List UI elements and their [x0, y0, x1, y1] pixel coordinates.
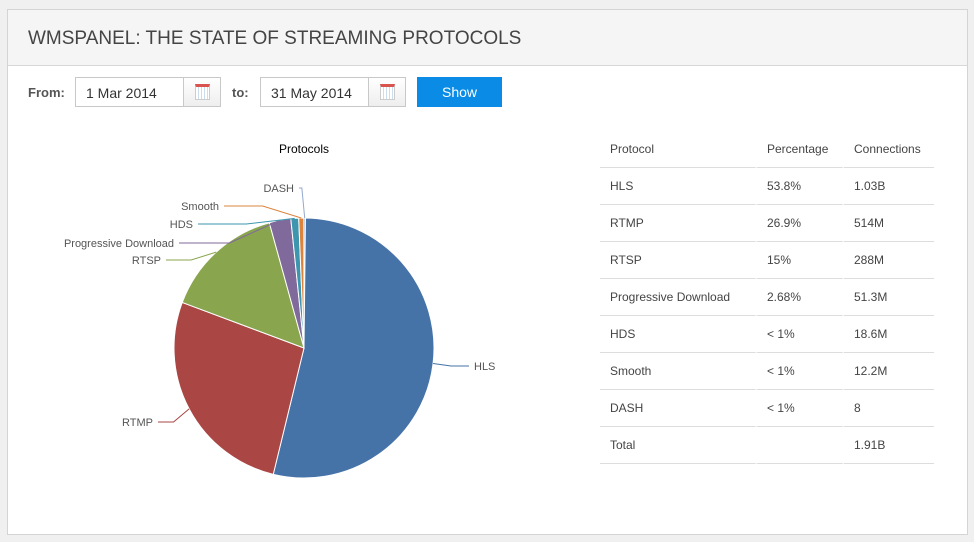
- table-cell: Total: [600, 427, 757, 464]
- table-cell: 288M: [844, 242, 934, 279]
- panel: WMSPANEL: THE STATE OF STREAMING PROTOCO…: [7, 9, 968, 535]
- table-cell: HDS: [600, 316, 757, 353]
- table-cell: < 1%: [757, 316, 844, 353]
- table-row: Protocol Percentage Connections: [600, 131, 934, 168]
- table-cell: 8: [844, 390, 934, 427]
- table-cell: 2.68%: [757, 279, 844, 316]
- slice-label: HLS: [474, 361, 495, 373]
- table-cell: 51.3M: [844, 279, 934, 316]
- table-row: Total 1.91B: [600, 427, 934, 464]
- calendar-icon[interactable]: [368, 78, 405, 106]
- pie-slice-rtsp[interactable]: [181, 222, 305, 349]
- connector-line: [158, 408, 190, 423]
- table-cell: 1.03B: [844, 168, 934, 205]
- table-row: RTSP 15% 288M: [600, 242, 934, 279]
- table-cell: [757, 427, 844, 464]
- table-cell: Connections: [844, 131, 934, 168]
- to-date-input[interactable]: 31 May 2014: [260, 77, 406, 107]
- slice-label: DASH: [263, 183, 294, 195]
- pie-chart: Protocols HLS RTMP RTSP Progressive Downloa…: [64, 142, 495, 479]
- connector-line: [224, 205, 302, 219]
- pie-slice-rtmp[interactable]: [173, 301, 305, 475]
- table-cell: 26.9%: [757, 205, 844, 242]
- table-cell: 1.91B: [844, 427, 934, 464]
- table-row: HLS 53.8% 1.03B: [600, 168, 934, 205]
- to-label: to:: [232, 85, 249, 100]
- from-date-input[interactable]: 1 Mar 2014: [75, 77, 221, 107]
- table-row: HDS < 1% 18.6M: [600, 316, 934, 353]
- table-cell: < 1%: [757, 390, 844, 427]
- table-row: RTMP 26.9% 514M: [600, 205, 934, 242]
- table-cell: Percentage: [757, 131, 844, 168]
- connector-line: [198, 217, 295, 225]
- connector-line: [299, 187, 306, 219]
- table-row: Progressive Download 2.68% 51.3M: [600, 279, 934, 316]
- page-title: WMSPANEL: THE STATE OF STREAMING PROTOCO…: [8, 10, 967, 66]
- table-cell: DASH: [600, 390, 757, 427]
- slice-label: RTMP: [122, 417, 153, 429]
- table-cell: HLS: [600, 168, 757, 205]
- table-cell: Smooth: [600, 353, 757, 390]
- table-cell: Progressive Download: [600, 279, 757, 316]
- from-label: From:: [28, 85, 65, 100]
- calendar-icon[interactable]: [183, 78, 220, 106]
- connector-line: [433, 362, 469, 367]
- table-cell: RTMP: [600, 205, 757, 242]
- to-date-value[interactable]: 31 May 2014: [271, 85, 352, 101]
- table-cell: 18.6M: [844, 316, 934, 353]
- connector-line: [166, 251, 217, 261]
- show-button[interactable]: Show: [417, 77, 502, 107]
- slice-label: Progressive Download: [64, 238, 174, 250]
- table-cell: Protocol: [600, 131, 757, 168]
- table-cell: 53.8%: [757, 168, 844, 205]
- table-cell: 514M: [844, 205, 934, 242]
- table-cell: 15%: [757, 242, 844, 279]
- table-cell: RTSP: [600, 242, 757, 279]
- pie-slice-hls[interactable]: [272, 217, 435, 479]
- table-row: DASH < 1% 8: [600, 390, 934, 427]
- table-cell: < 1%: [757, 353, 844, 390]
- slice-label: Smooth: [181, 201, 219, 213]
- connector-line: [179, 219, 281, 244]
- slice-label: HDS: [170, 219, 193, 231]
- protocol-table: Protocol Percentage Connections HLS 53.8% 1.0…: [600, 131, 934, 464]
- table-row: Smooth < 1% 12.2M: [600, 353, 934, 390]
- from-date-value[interactable]: 1 Mar 2014: [86, 85, 157, 101]
- slice-label: RTSP: [132, 255, 161, 267]
- table-cell: 12.2M: [844, 353, 934, 390]
- chart-title: Protocols: [279, 142, 329, 156]
